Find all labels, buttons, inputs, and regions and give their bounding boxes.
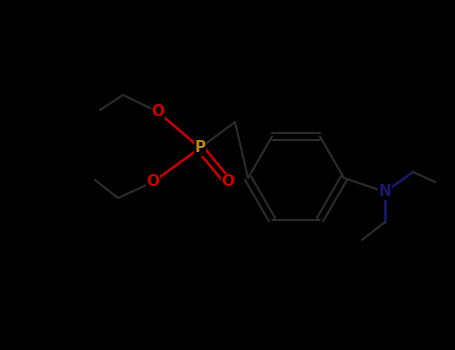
Text: O: O — [222, 175, 234, 189]
Text: O: O — [152, 105, 165, 119]
Text: N: N — [379, 184, 391, 200]
Text: P: P — [194, 140, 206, 155]
Text: O: O — [147, 175, 160, 189]
